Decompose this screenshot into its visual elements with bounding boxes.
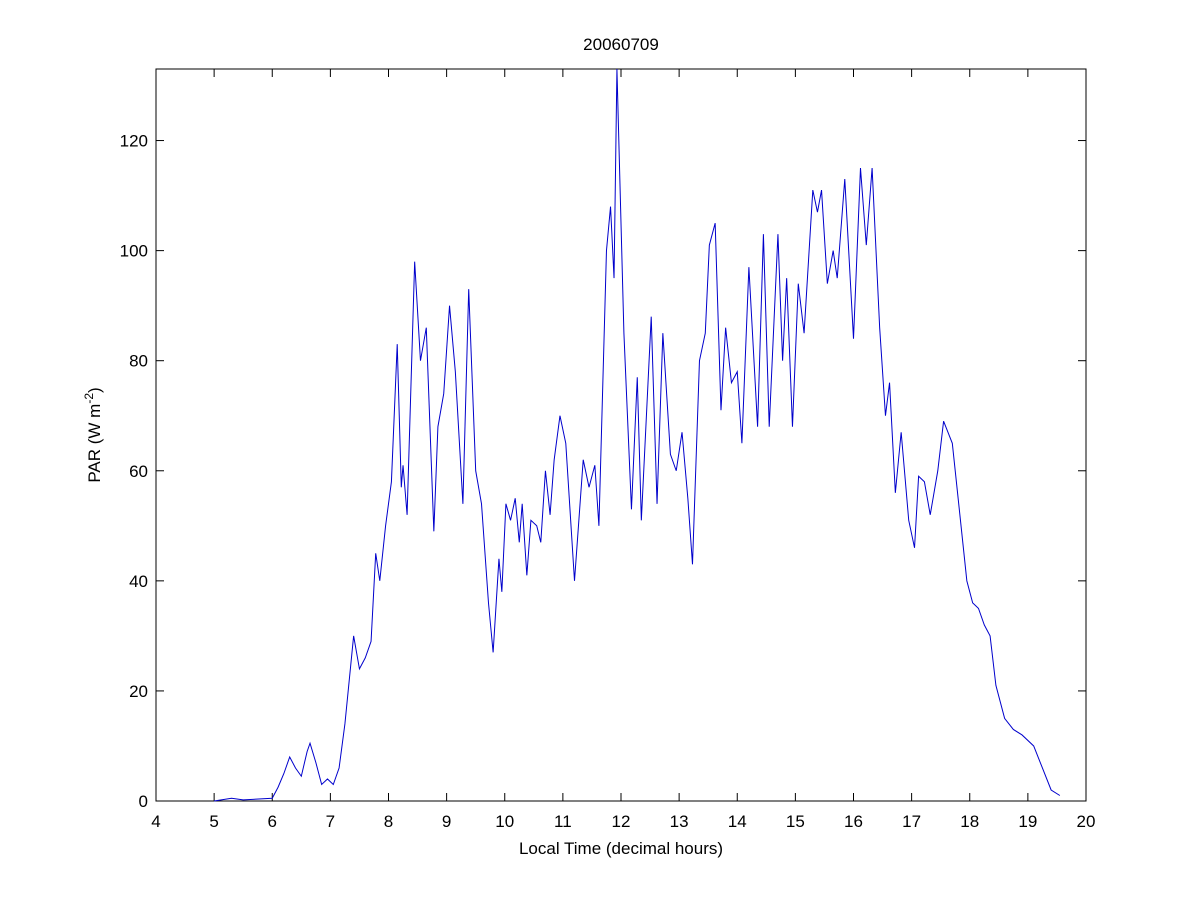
x-tick-label: 17 — [902, 812, 921, 831]
x-tick-label: 16 — [844, 812, 863, 831]
x-tick-label: 10 — [495, 812, 514, 831]
x-tick-label: 4 — [151, 812, 160, 831]
x-tick-label: 19 — [1018, 812, 1037, 831]
series-line — [214, 68, 1061, 802]
x-tick-label: 12 — [612, 812, 631, 831]
x-tick-label: 5 — [209, 812, 218, 831]
x-tick-label: 7 — [326, 812, 335, 831]
y-tick-label: 100 — [120, 242, 148, 261]
x-tick-label: 9 — [442, 812, 451, 831]
y-label-main: PAR (W m — [85, 404, 104, 483]
y-tick-label: 20 — [129, 682, 148, 701]
y-label-sup: -2 — [82, 393, 96, 404]
x-tick-label: 20 — [1077, 812, 1096, 831]
x-tick-label: 18 — [960, 812, 979, 831]
x-tick-label: 11 — [554, 812, 572, 831]
y-tick-label: 60 — [129, 462, 148, 481]
y-tick-label: 0 — [139, 792, 148, 811]
x-tick-label: 15 — [786, 812, 805, 831]
chart-title: 20060709 — [583, 35, 659, 54]
x-axis-label: Local Time (decimal hours) — [519, 839, 723, 858]
x-tick-label: 14 — [728, 812, 747, 831]
y-tick-label: 40 — [129, 572, 148, 591]
x-tick-label: 13 — [670, 812, 689, 831]
y-tick-label: 80 — [129, 352, 148, 371]
y-tick-label: 120 — [120, 132, 148, 151]
x-tick-label: 6 — [268, 812, 277, 831]
y-axis-label: PAR (W m-2) — [82, 387, 104, 482]
y-label-tail: ) — [85, 387, 104, 393]
x-tick-label: 8 — [384, 812, 393, 831]
